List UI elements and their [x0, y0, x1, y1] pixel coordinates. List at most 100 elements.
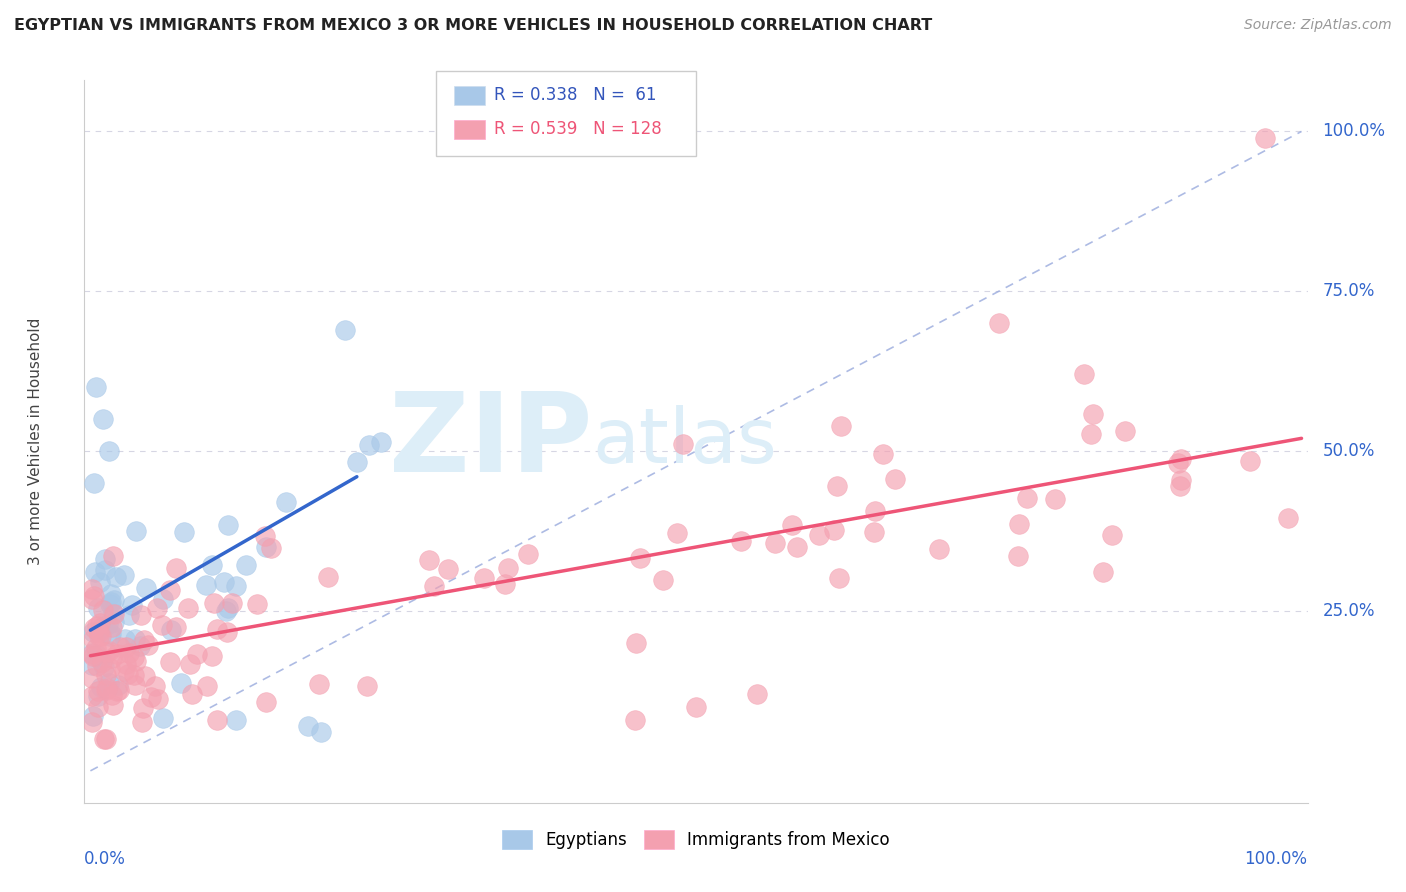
Point — [1015, 491, 1038, 506]
Point — [122, 649, 145, 664]
Point — [112, 568, 135, 582]
Point — [1167, 456, 1189, 470]
Point — [134, 581, 156, 595]
Text: 75.0%: 75.0% — [1322, 282, 1375, 301]
Point — [150, 618, 173, 632]
Point — [86, 690, 108, 704]
Legend: Egyptians, Immigrants from Mexico: Egyptians, Immigrants from Mexico — [495, 823, 897, 856]
Point — [90, 630, 112, 644]
Text: R = 0.539   N = 128: R = 0.539 N = 128 — [494, 120, 661, 138]
Point — [89, 575, 111, 590]
Point — [624, 636, 647, 650]
Point — [105, 570, 128, 584]
Point — [87, 625, 110, 640]
Point — [105, 647, 128, 661]
Point — [418, 553, 440, 567]
Point — [108, 683, 131, 698]
Point — [129, 608, 152, 623]
Point — [830, 418, 852, 433]
Text: 25.0%: 25.0% — [1322, 602, 1375, 620]
Point — [180, 687, 202, 701]
Point — [1170, 473, 1192, 487]
Point — [125, 654, 148, 668]
Point — [87, 684, 110, 698]
Text: 0.0%: 0.0% — [84, 850, 127, 868]
Point — [370, 434, 392, 449]
Point — [124, 667, 146, 681]
Point — [143, 679, 166, 693]
Point — [87, 700, 110, 714]
Point — [808, 528, 831, 542]
Text: 3 or more Vehicles in Household: 3 or more Vehicles in Household — [28, 318, 44, 566]
Point — [80, 715, 103, 730]
Point — [83, 565, 105, 579]
Point — [212, 574, 235, 589]
Point — [80, 647, 103, 661]
Point — [1170, 452, 1192, 467]
Point — [1080, 426, 1102, 441]
Point — [763, 535, 786, 549]
Point — [82, 624, 104, 639]
Point — [1081, 407, 1104, 421]
Point — [1073, 368, 1095, 382]
Point — [131, 714, 153, 729]
Point — [872, 447, 894, 461]
Point — [1101, 527, 1123, 541]
Point — [194, 578, 217, 592]
Point — [651, 573, 673, 587]
Point — [139, 690, 162, 704]
Point — [624, 713, 647, 727]
Point — [100, 586, 122, 600]
Point — [83, 476, 105, 491]
Point — [1007, 549, 1029, 563]
Point — [83, 621, 105, 635]
Point — [93, 660, 115, 674]
Point — [1007, 517, 1029, 532]
Point — [80, 658, 103, 673]
Point — [118, 608, 141, 623]
Point — [103, 607, 125, 621]
Point — [82, 671, 104, 685]
Point — [98, 661, 121, 675]
Point — [159, 582, 181, 597]
Point — [86, 380, 108, 394]
Point — [423, 579, 446, 593]
Point — [235, 558, 257, 573]
Point — [93, 731, 115, 746]
Point — [89, 652, 111, 666]
Point — [928, 541, 950, 556]
Point — [100, 627, 122, 641]
Point — [173, 525, 195, 540]
Point — [98, 597, 121, 611]
Text: atlas: atlas — [592, 405, 778, 478]
Text: 50.0%: 50.0% — [1322, 442, 1375, 460]
Point — [205, 713, 228, 727]
Point — [828, 570, 851, 584]
Point — [100, 595, 122, 609]
Point — [97, 617, 120, 632]
Point — [200, 558, 222, 572]
Point — [260, 541, 283, 556]
Point — [91, 412, 114, 426]
Point — [1043, 492, 1066, 507]
Point — [1277, 510, 1299, 524]
Point — [103, 592, 125, 607]
Point — [86, 659, 108, 673]
Point — [97, 644, 120, 658]
Point — [82, 632, 104, 647]
Text: 100.0%: 100.0% — [1322, 122, 1385, 140]
Point — [215, 604, 238, 618]
Point — [217, 601, 239, 615]
Point — [90, 620, 112, 634]
Point — [170, 675, 193, 690]
Point — [987, 316, 1010, 330]
Point — [357, 438, 380, 452]
Point — [118, 646, 141, 660]
Point — [685, 699, 707, 714]
Point — [186, 647, 208, 661]
Point — [101, 698, 124, 713]
Point — [101, 688, 124, 702]
Point — [152, 591, 174, 606]
Point — [823, 523, 845, 537]
Point — [165, 619, 187, 633]
